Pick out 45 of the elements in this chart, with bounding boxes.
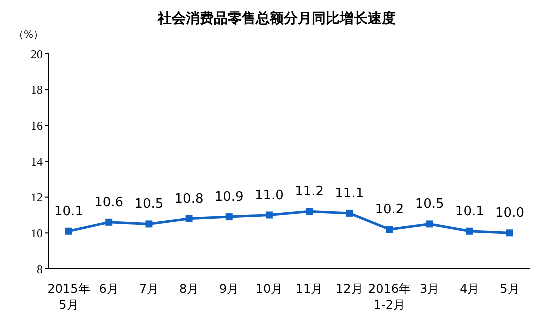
data-label: 11.2 (295, 184, 324, 200)
data-label: 10.5 (134, 197, 164, 212)
point (186, 215, 193, 222)
data-label: 10.0 (496, 206, 524, 222)
x-tick-label: 2016年 1-2月 (368, 282, 411, 312)
data-label: 10.9 (214, 190, 244, 206)
point (146, 220, 153, 228)
x-tick-label: 4月 (460, 282, 480, 296)
x-tick-label: 7月 (139, 282, 159, 296)
point (426, 220, 434, 228)
y-tick-label: 16 (31, 118, 43, 133)
y-tick-label: 12 (31, 190, 43, 205)
data-label: 10.8 (174, 192, 204, 207)
point (266, 212, 273, 219)
y-tick-label: 8 (37, 262, 43, 276)
data-label: 10.1 (54, 204, 84, 220)
x-tick-label: 3月 (420, 282, 440, 296)
data-label: 10.6 (94, 195, 124, 210)
data-label: 11.1 (335, 186, 364, 202)
point (466, 228, 474, 235)
x-tick-label: 5月 (500, 282, 520, 296)
x-tick-label: 6月 (99, 282, 119, 296)
point (306, 208, 314, 216)
x-tick-label: 2015年 5月 (48, 282, 90, 312)
y-tick-label: 20 (31, 47, 43, 62)
y-tick-label: 14 (31, 154, 43, 169)
data-label: 10.2 (375, 202, 404, 218)
y-tick-label: 10 (31, 226, 43, 240)
data-label: 10.5 (415, 197, 444, 212)
point (66, 228, 72, 235)
point (226, 214, 233, 221)
point (106, 218, 113, 226)
chart-title: 社会消费品零售总额分月同比增长速度 (156, 10, 397, 28)
point (386, 226, 394, 234)
y-tick-label: 18 (31, 83, 43, 98)
x-tick-label: 10月 (256, 282, 284, 296)
x-tick-label: 11月 (296, 282, 324, 296)
data-label: 11.0 (254, 188, 284, 204)
data-label: 10.1 (455, 204, 484, 220)
x-tick-label: 8月 (179, 282, 200, 296)
x-tick-label: 12月 (336, 282, 364, 296)
y-axis-title: （%） (14, 29, 44, 42)
point (346, 210, 354, 217)
x-tick-label: 9月 (220, 282, 240, 296)
point (506, 230, 514, 237)
